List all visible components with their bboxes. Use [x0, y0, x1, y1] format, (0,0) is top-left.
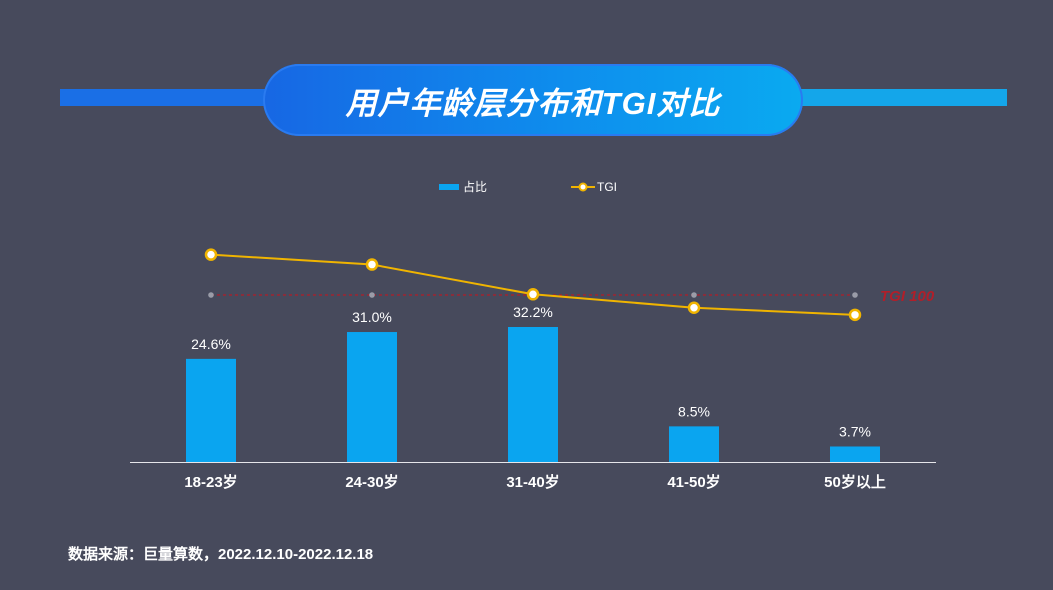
tgi-point-2 [365, 258, 379, 271]
reference-point-4 [691, 292, 697, 298]
reference-point-2 [369, 292, 375, 298]
bar-value-label-1: 24.6% [191, 336, 231, 352]
bar-2 [347, 332, 397, 462]
title-banner: 用户年龄层分布和TGI对比 [263, 64, 803, 136]
tgi-reference-line: TGI 100 [208, 288, 935, 305]
reference-line-label: TGI 100 [880, 288, 935, 305]
x-tick-label-1: 18-23岁 [184, 473, 237, 491]
x-tick-label-5: 50岁以上 [824, 473, 886, 491]
legend-swatch-bar [439, 184, 459, 190]
tgi-point-4 [687, 301, 701, 314]
tgi-series [204, 248, 862, 322]
bar-series: 24.6% 31.0% 32.2% 8.5% 3.7% [186, 304, 880, 462]
bar-3 [508, 327, 558, 462]
x-axis: 18-23岁 24-30岁 31-40岁 41-50岁 50岁以上 [130, 462, 936, 491]
reference-point-5 [852, 292, 858, 298]
x-tick-label-4: 41-50岁 [667, 473, 720, 491]
x-tick-label-2: 24-30岁 [345, 473, 398, 491]
tgi-point-1 [204, 248, 218, 261]
legend-label-line: TGI [597, 180, 617, 194]
legend-swatch-marker [578, 182, 588, 192]
legend: 占比 TGI [439, 179, 617, 194]
reference-point-1 [208, 292, 214, 298]
data-source-note: 数据来源：巨量算数，2022.12.10-2022.12.18 [68, 546, 374, 563]
bar-value-label-4: 8.5% [678, 403, 710, 419]
title-decor-right [800, 89, 1007, 106]
bar-1 [186, 358, 236, 462]
bar-value-label-5: 3.7% [839, 423, 871, 439]
tgi-point-5 [848, 308, 862, 322]
tgi-point-3 [526, 288, 540, 301]
x-tick-label-3: 31-40岁 [506, 473, 559, 491]
bar-4 [669, 426, 719, 462]
bar-value-label-3: 32.2% [513, 304, 553, 320]
legend-label-bar: 占比 [463, 179, 487, 194]
title-decor-left [60, 89, 265, 106]
bar-value-label-2: 31.0% [352, 309, 392, 325]
bar-5 [830, 446, 880, 462]
chart-title: 用户年龄层分布和TGI对比 [345, 85, 721, 121]
